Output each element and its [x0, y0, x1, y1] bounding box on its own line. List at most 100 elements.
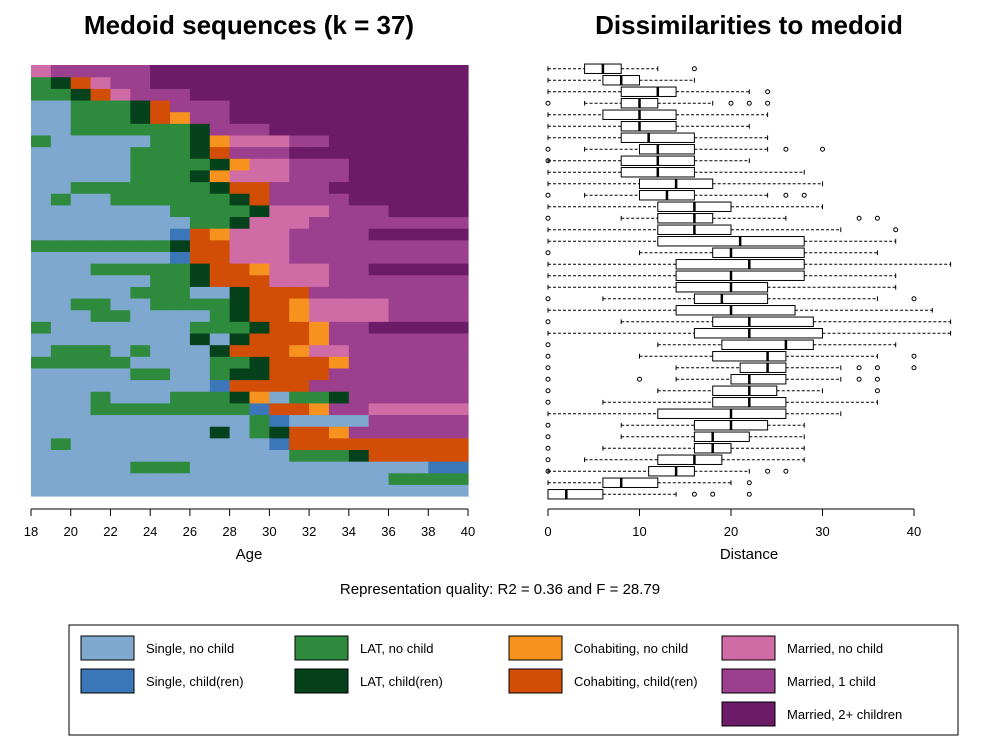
sequence-cell	[229, 332, 251, 346]
sequence-cell	[90, 461, 112, 474]
sequence-cell	[110, 251, 131, 264]
sequence-cell	[70, 484, 92, 497]
sequence-cell	[309, 286, 330, 299]
sequence-cell	[70, 146, 92, 159]
sequence-cell	[150, 437, 171, 451]
sequence-cell	[110, 216, 131, 229]
sequence-cell	[388, 263, 410, 276]
sequence-cell	[328, 356, 350, 369]
sequence-cell	[229, 111, 251, 124]
boxplot-outlier	[874, 365, 880, 371]
sequence-cell	[189, 309, 211, 322]
sequence-cell	[348, 263, 370, 276]
sequence-cell	[309, 437, 330, 451]
sequence-cell	[229, 391, 251, 404]
sequence-cell	[170, 297, 191, 311]
legend-label: LAT, child(ren)	[360, 674, 443, 689]
sequence-cell	[328, 263, 350, 276]
boxplot	[545, 351, 917, 362]
boxplot-outlier	[911, 365, 917, 371]
sequence-cell	[289, 484, 310, 497]
sequence-cell	[388, 111, 410, 124]
sequence-cell	[50, 123, 72, 136]
sequence-cell	[130, 204, 151, 218]
sequence-cell	[408, 332, 429, 346]
sequence-cell	[150, 239, 171, 252]
sequence-cell	[388, 414, 410, 427]
sequence-cell	[249, 146, 270, 159]
sequence-cell	[31, 449, 52, 462]
sequence-cell	[269, 123, 290, 136]
sequence-cell	[448, 181, 469, 194]
sequence-cell	[388, 239, 410, 252]
sequence-cell	[309, 402, 330, 416]
sequence-cell	[31, 472, 52, 485]
sequence-cell	[209, 297, 231, 311]
sequence-cell	[50, 169, 72, 183]
sequence-cell	[328, 297, 350, 311]
sequence-cell	[130, 321, 151, 334]
sequence-row	[31, 169, 469, 183]
sequence-cell	[249, 169, 270, 183]
sequence-cell	[150, 344, 171, 357]
sequence-cell	[31, 263, 52, 276]
sequence-cell	[249, 204, 270, 218]
sequence-cell	[170, 274, 191, 287]
boxplot-box	[712, 351, 787, 362]
boxplot-outlier	[893, 227, 899, 233]
sequence-cell	[408, 426, 429, 439]
sequence-cell	[130, 251, 151, 264]
sequence-cell	[90, 76, 112, 89]
sequence-cell	[31, 426, 52, 439]
sequence-cell	[70, 88, 92, 101]
sequence-cell	[90, 297, 112, 311]
sequence-cell	[408, 391, 429, 404]
sequence-cell	[408, 437, 429, 451]
sequence-heatmap	[31, 65, 469, 497]
sequence-cell	[170, 216, 191, 229]
sequence-cell	[70, 297, 92, 311]
legend-item: Cohabiting, child(ren)	[508, 668, 698, 694]
sequence-cell	[348, 391, 370, 404]
sequence-cell	[70, 111, 92, 124]
sequence-cell	[328, 286, 350, 299]
sequence-cell	[110, 134, 131, 148]
sequence-cell	[309, 321, 330, 334]
sequence-cell	[368, 297, 390, 311]
boxplot	[545, 144, 825, 155]
sequence-cell	[130, 111, 151, 124]
sequence-cell	[448, 99, 469, 113]
age-tick-label: 34	[342, 524, 356, 539]
legend-item: Married, no child	[721, 635, 883, 661]
sequence-cell	[110, 274, 131, 287]
sequence-cell	[348, 239, 370, 252]
sequence-cell	[388, 193, 410, 206]
sequence-cell	[289, 321, 310, 334]
sequence-cell	[348, 402, 370, 416]
sequence-cell	[189, 251, 211, 264]
sequence-cell	[70, 449, 92, 462]
sequence-cell	[408, 379, 429, 392]
distance-tick-label: 20	[724, 524, 738, 539]
sequence-cell	[110, 449, 131, 462]
age-tick-label: 30	[262, 524, 276, 539]
sequence-cell	[388, 169, 410, 183]
sequence-cell	[110, 484, 131, 497]
sequence-cell	[408, 309, 429, 322]
boxplot	[547, 477, 752, 488]
sequence-cell	[328, 402, 350, 416]
sequence-cell	[309, 88, 330, 101]
sequence-cell	[50, 402, 72, 416]
sequence-cell	[269, 297, 290, 311]
sequence-cell	[90, 88, 112, 101]
sequence-cell	[189, 158, 211, 171]
sequence-cell	[388, 181, 410, 194]
sequence-cell	[289, 472, 310, 485]
sequence-cell	[50, 472, 72, 485]
sequence-cell	[328, 111, 350, 124]
age-tick-label: 28	[222, 524, 236, 539]
boxplot-outlier	[856, 365, 862, 371]
sequence-cell	[31, 356, 52, 369]
sequence-row	[31, 88, 469, 101]
sequence-cell	[249, 344, 270, 357]
